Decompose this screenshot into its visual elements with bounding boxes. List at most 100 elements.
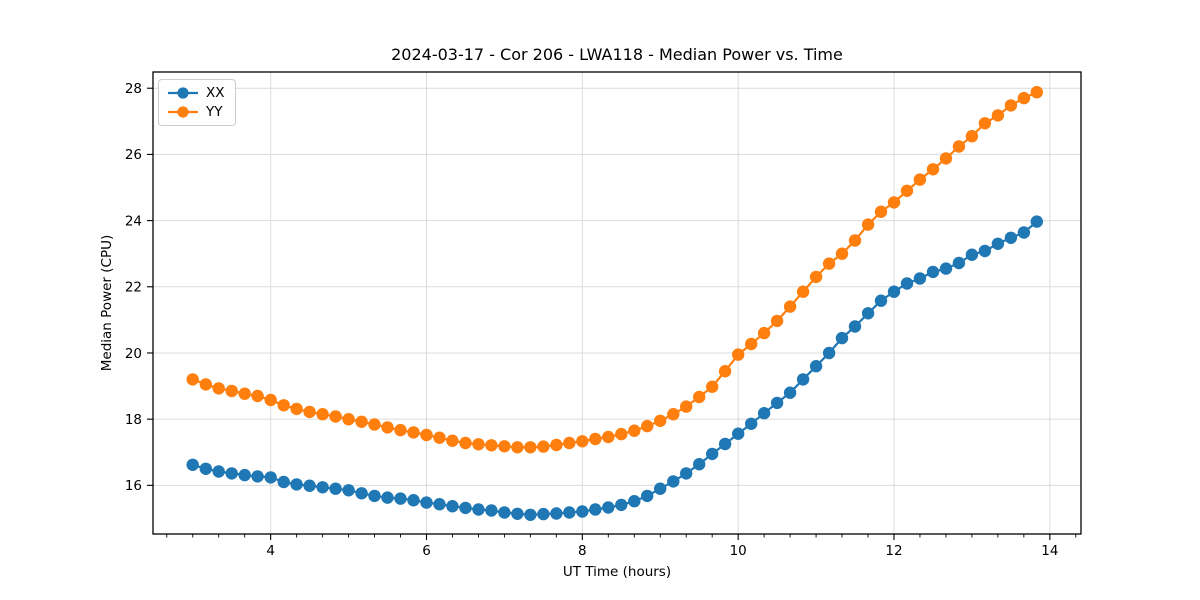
data-point-yy [978,117,992,130]
legend-label: YY [206,104,223,120]
data-point-xx [264,471,277,484]
data-point-xx [472,503,485,516]
data-point-xx [835,331,849,345]
data-point-yy [1017,91,1031,105]
data-point-yy [381,421,394,434]
data-point-xx [381,491,394,504]
data-point-yy [329,410,342,423]
data-point-yy [238,387,251,400]
data-point-yy [965,130,979,143]
data-point-yy [1030,86,1044,99]
data-point-xx [225,467,238,480]
data-point-xx [822,346,836,360]
y-tick-label: 18 [125,412,142,428]
data-point-xx [965,248,979,261]
data-point-xx [1004,231,1018,244]
x-axis-label: UT Time (hours) [562,564,672,580]
data-point-xx [446,500,459,513]
data-point-xx [589,503,602,516]
data-point-yy [563,436,576,450]
data-point-yy [822,257,836,270]
data-point-yy [706,380,719,393]
data-point-yy [511,441,524,454]
data-point-yy [212,382,225,395]
data-point-yy [589,432,602,446]
x-tick-label: 4 [266,543,275,559]
data-point-xx [693,458,706,471]
data-point-xx [783,386,797,399]
data-point-xx [199,462,212,475]
data-point-yy [472,438,485,451]
data-point-xx [563,506,576,519]
data-point-xx [732,427,745,440]
y-axis-label: Median Power (CPU) [99,234,115,372]
data-point-yy [667,408,680,421]
data-point-xx [874,294,888,307]
data-point-xx [251,470,264,483]
data-point-yy [783,300,797,313]
data-point-xx [186,458,199,471]
data-point-xx [277,475,290,489]
data-point-yy [874,205,888,218]
data-point-yy [939,152,953,165]
data-point-yy [913,173,927,186]
data-point-xx [952,256,966,270]
legend-label: XX [206,85,225,101]
data-point-xx [628,495,641,508]
data-point-xx [887,285,901,298]
y-tick-label: 24 [125,213,142,229]
data-point-yy [316,408,329,421]
data-point-yy [277,399,290,412]
data-point-yy [264,393,277,407]
data-point-yy [628,424,641,437]
x-tick-label: 14 [1041,543,1058,559]
data-point-xx [641,489,654,503]
x-tick-label: 6 [422,543,431,559]
legend-marker-icon [168,106,198,118]
data-point-yy [615,427,628,441]
data-point-xx [757,407,771,420]
data-point-xx [1017,226,1031,239]
chart-title: 2024-03-17 - Cor 206 - LWA118 - Median P… [391,45,843,64]
data-point-yy [926,163,940,176]
data-point-xx [654,482,667,495]
series-line-yy [192,91,1038,449]
data-point-yy [1004,99,1018,112]
data-point-yy [407,426,420,439]
data-point-xx [498,506,511,519]
data-point-yy [835,247,849,260]
data-point-xx [329,482,342,495]
data-point-xx [978,244,992,258]
data-point-yy [770,314,784,328]
data-point-yy [757,326,771,340]
data-point-yy [796,285,810,298]
data-point-yy [654,414,667,427]
data-point-xx [355,487,368,500]
data-point-xx [939,262,953,275]
y-tick-label: 20 [125,346,142,362]
data-point-yy [446,434,459,447]
data-point-xx [433,498,446,511]
data-point-xx [550,507,563,520]
data-point-yy [641,419,654,433]
data-point-xx [303,479,316,492]
data-point-xx [718,437,732,451]
data-point-xx [848,320,862,333]
data-point-xx [342,484,355,497]
data-point-xx [212,465,225,478]
data-point-xx [511,507,524,520]
data-point-xx [770,396,784,410]
data-point-yy [498,440,511,453]
data-point-xx [576,505,589,518]
data-point-yy [680,400,693,413]
data-point-xx [602,501,615,514]
data-point-yy [186,373,199,386]
data-point-xx [1030,215,1044,228]
y-tick-label: 22 [125,280,142,296]
y-tick-label: 28 [125,81,142,97]
data-point-xx [667,475,680,488]
x-tick-label: 8 [578,543,587,559]
data-point-xx [706,447,719,461]
